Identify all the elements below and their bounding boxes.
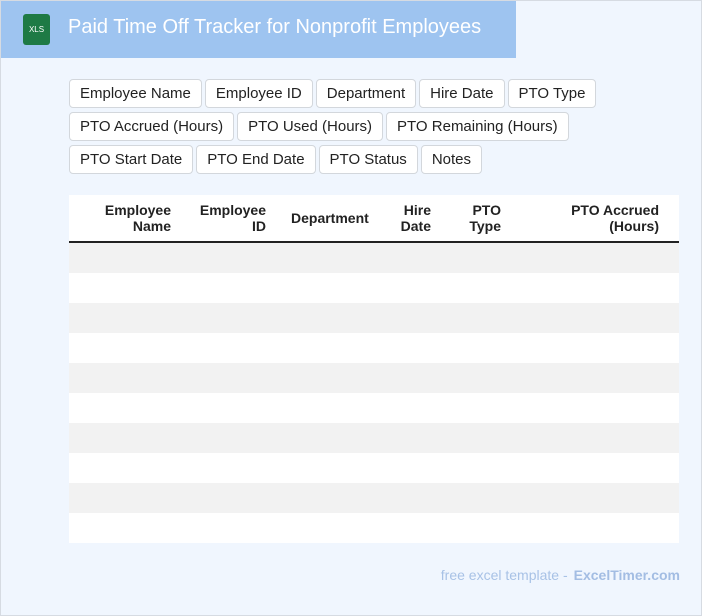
- table-cell: [286, 363, 376, 393]
- table-cell: [191, 513, 286, 543]
- table-cell: [69, 453, 191, 483]
- table-cell: [451, 303, 521, 333]
- table-cell: [69, 303, 191, 333]
- table-cell: [376, 273, 451, 303]
- table-cell: [286, 453, 376, 483]
- banner: XLS Paid Time Off Tracker for Nonprofit …: [1, 1, 516, 58]
- table-cell: [521, 453, 679, 483]
- field-tag: Employee Name: [69, 79, 202, 108]
- table-cell: [376, 333, 451, 363]
- table-cell: [286, 273, 376, 303]
- table-cell: [69, 393, 191, 423]
- table-cell: [451, 483, 521, 513]
- table-row: [69, 453, 679, 483]
- table-cell: [451, 423, 521, 453]
- table-cell: [191, 453, 286, 483]
- table-cell: [69, 423, 191, 453]
- table-cell: [451, 393, 521, 423]
- table-cell: [451, 333, 521, 363]
- column-header: PTO Type: [451, 195, 521, 243]
- table-row: [69, 513, 679, 543]
- table-cell: [191, 242, 286, 273]
- table-row: [69, 483, 679, 513]
- table-cell: [521, 363, 679, 393]
- field-list: Employee Name Employee ID Department Hire D…: [69, 79, 689, 174]
- table-cell: [191, 393, 286, 423]
- table-cell: [69, 363, 191, 393]
- table-cell: [521, 393, 679, 423]
- field-tag: Employee ID: [204, 79, 313, 108]
- table-cell: [376, 363, 451, 393]
- table-row: [69, 273, 679, 303]
- table-cell: [376, 393, 451, 423]
- table-cell: [376, 303, 451, 333]
- field-tag: Notes: [420, 145, 482, 174]
- field-tag: Department: [315, 79, 417, 108]
- table-cell: [191, 483, 286, 513]
- table-cell: [286, 513, 376, 543]
- column-header: Hire Date: [376, 195, 451, 243]
- table-cell: [69, 273, 191, 303]
- table-cell: [191, 273, 286, 303]
- field-tag: PTO Status: [318, 145, 418, 174]
- header-row: Employee Name Employee ID Department Hire D…: [69, 195, 679, 243]
- table-row: [69, 242, 679, 273]
- table-cell: [521, 513, 679, 543]
- table-cell: [69, 242, 191, 273]
- table-cell: [451, 273, 521, 303]
- field-tag: PTO Remaining (Hours): [386, 112, 569, 141]
- table-cell: [286, 483, 376, 513]
- table-cell: [191, 423, 286, 453]
- table-cell: [376, 453, 451, 483]
- title: Paid Time Off Tracker for Nonprofit Empl…: [68, 16, 482, 38]
- table-cell: [286, 242, 376, 273]
- table-cell: [191, 303, 286, 333]
- table: Employee Name Employee ID Department Hire D…: [69, 195, 679, 543]
- column-header: PTO Accrued (Hours): [521, 195, 679, 243]
- table-cell: [69, 513, 191, 543]
- table-cell: [451, 513, 521, 543]
- table-cell: [451, 242, 521, 273]
- table-cell: [69, 483, 191, 513]
- table-row: [69, 423, 679, 453]
- table-cell: [376, 423, 451, 453]
- field-tag: PTO Used (Hours): [237, 112, 384, 141]
- column-header: Employee Name: [69, 195, 191, 243]
- field-tag: Hire Date: [419, 79, 505, 108]
- table-row: [69, 363, 679, 393]
- footer: free excel template - ExcelTimer.com: [441, 567, 680, 583]
- table-body: [69, 242, 679, 543]
- table-row: [69, 393, 679, 423]
- table-cell: [69, 333, 191, 363]
- table-cell: [286, 423, 376, 453]
- field-tag: PTO Type: [507, 79, 597, 108]
- table-cell: [286, 333, 376, 363]
- column-header: Employee ID: [191, 195, 286, 243]
- footer-brand: ExcelTimer.com: [573, 567, 680, 583]
- table-cell: [521, 483, 679, 513]
- table-cell: [376, 513, 451, 543]
- table-cell: [521, 423, 679, 453]
- table-cell: [451, 363, 521, 393]
- table-cell: [521, 242, 679, 273]
- field-tag: PTO End Date: [196, 145, 316, 174]
- table-row: [69, 333, 679, 363]
- file-icon: XLS: [23, 14, 50, 45]
- table-cell: [376, 483, 451, 513]
- table-cell: [191, 333, 286, 363]
- table-row: [69, 303, 679, 333]
- footer-text: free excel template -: [440, 567, 568, 583]
- table-cell: [451, 453, 521, 483]
- table-cell: [376, 242, 451, 273]
- table-cell: [521, 333, 679, 363]
- table-cell: [286, 393, 376, 423]
- table-cell: [191, 363, 286, 393]
- column-header: Department: [286, 195, 376, 243]
- field-tag: PTO Accrued (Hours): [69, 112, 235, 141]
- field-tag: PTO Start Date: [69, 145, 194, 174]
- table-cell: [521, 303, 679, 333]
- table-cell: [286, 303, 376, 333]
- table-cell: [521, 273, 679, 303]
